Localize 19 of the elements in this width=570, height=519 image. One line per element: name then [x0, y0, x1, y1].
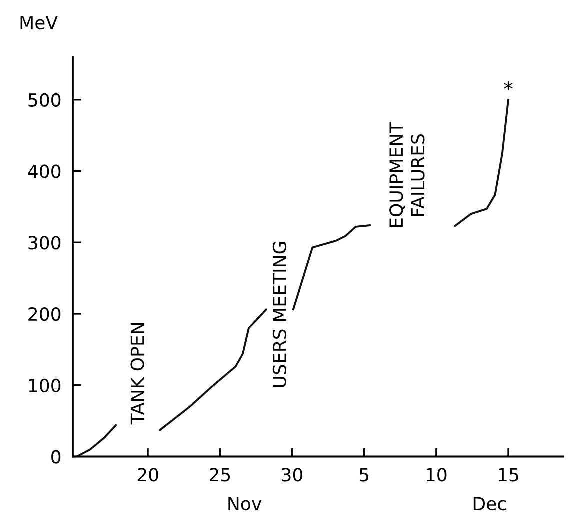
- y-axis-title: MeV: [20, 16, 58, 30]
- text: Nov: [228, 497, 262, 511]
- annotation: USERS MEETING: [272, 242, 287, 388]
- y-tick-label: 200: [28, 307, 61, 322]
- y-tick-label: 400: [28, 164, 61, 178]
- x-tick-label: 20: [138, 468, 158, 482]
- y-tick-label: 300: [28, 236, 61, 250]
- annotation: TANK OPEN: [130, 323, 144, 425]
- annotation: EQUIPMENT FAILURES: [390, 122, 425, 228]
- x-tick-label: 10: [426, 468, 447, 482]
- text: Dec: [474, 497, 506, 511]
- x-tick-label: 25: [210, 468, 230, 482]
- y-tick-label: 100: [29, 378, 61, 392]
- x-tick-label: 30: [282, 468, 303, 482]
- annotation: *: [504, 81, 513, 90]
- y-tick-label: 500: [28, 93, 61, 108]
- x-tick-label: 5: [360, 468, 368, 482]
- x-tick-label: 15: [498, 468, 518, 482]
- y-tick-label: 0: [52, 450, 61, 464]
